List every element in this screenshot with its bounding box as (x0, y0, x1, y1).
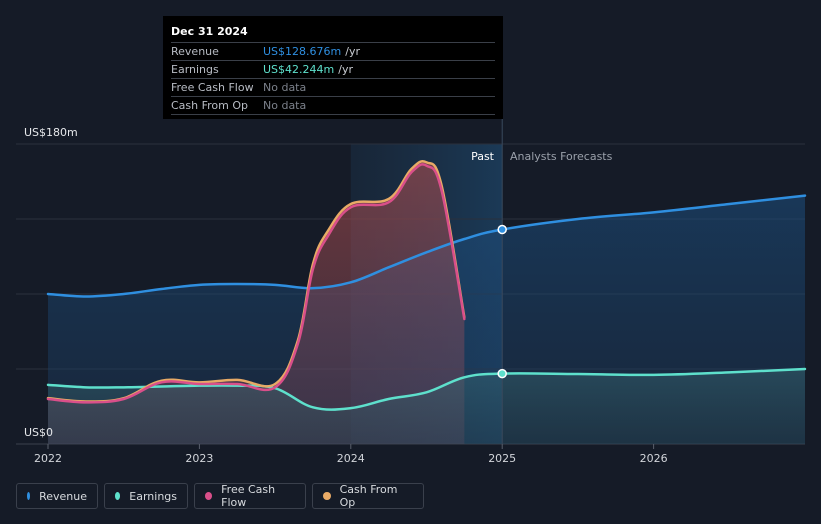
free-cash-flow-line (46, 163, 466, 404)
tooltip-row-value: US$42.244m (263, 63, 335, 76)
y-axis-top-label: US$180m (24, 126, 78, 139)
tooltip-row-unit: /yr (338, 63, 353, 76)
legend-item-fcf[interactable]: Free Cash Flow (194, 483, 306, 509)
tooltip-row-unit: /yr (345, 45, 360, 58)
tooltip-row-revenue: Revenue US$128.676m /yr (171, 43, 495, 61)
x-tick-label: 2026 (640, 452, 668, 465)
legend-dot-icon (205, 492, 213, 500)
legend-label: Revenue (39, 489, 87, 503)
tooltip-row-label: Earnings (171, 63, 219, 76)
x-tick-label: 2025 (488, 452, 516, 465)
tooltip-date: Dec 31 2024 (171, 22, 495, 43)
past-label: Past (471, 150, 495, 163)
revenue-marker (497, 224, 507, 235)
legend-label: Free Cash Flow (221, 483, 276, 509)
cash-from-op-area (48, 161, 465, 444)
x-tick-label: 2022 (34, 452, 62, 465)
tooltip-row-value: No data (263, 81, 307, 94)
legend-label: Earnings (129, 489, 177, 503)
legend: Revenue Earnings Free Cash Flow Cash Fro… (16, 483, 424, 511)
x-tick-label: 2024 (337, 452, 365, 465)
tooltip-row-cfo: Cash From Op No data (171, 97, 495, 115)
tooltip-row-earnings: Earnings US$42.244m /yr (171, 61, 495, 79)
revenue-line (46, 194, 807, 298)
legend-dot-icon (115, 492, 121, 500)
tooltip-row-label: Free Cash Flow (171, 81, 254, 94)
legend-label: Cash From Op (339, 483, 398, 509)
tooltip-row-label: Cash From Op (171, 99, 249, 112)
legend-item-earnings[interactable]: Earnings (104, 483, 188, 509)
legend-item-revenue[interactable]: Revenue (16, 483, 98, 509)
earnings-line (46, 367, 807, 411)
y-axis-bottom-label: US$0 (24, 426, 53, 439)
tooltip-row-fcf: Free Cash Flow No data (171, 79, 495, 97)
tooltip-row-label: Revenue (171, 45, 219, 58)
earnings-area (48, 369, 805, 444)
earnings-marker (497, 368, 507, 379)
legend-dot-icon (27, 492, 31, 500)
tooltip-row-value: No data (263, 99, 307, 112)
tooltip: Dec 31 2024 Revenue US$128.676m /yr Earn… (163, 16, 503, 119)
legend-item-cfo[interactable]: Cash From Op (312, 483, 424, 509)
forecast-label: Analysts Forecasts (510, 150, 613, 163)
legend-dot-icon (323, 492, 331, 500)
x-tick-label: 2023 (185, 452, 213, 465)
tooltip-row-value: US$128.676m (263, 45, 342, 58)
